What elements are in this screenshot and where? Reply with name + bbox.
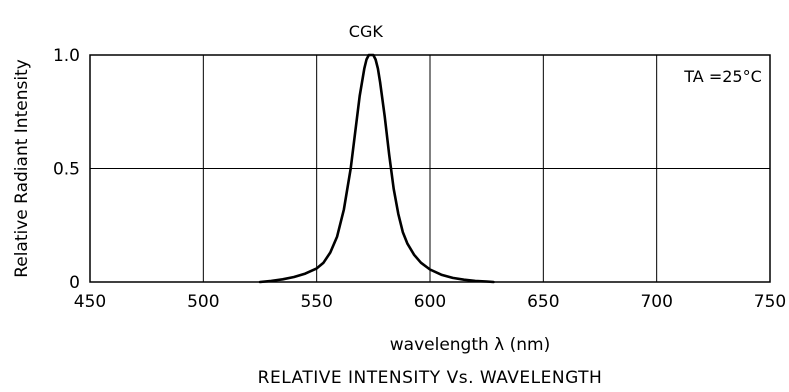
- x-tick-labels: 450 500 550 600 650 700 750: [74, 292, 786, 312]
- x-tick-label: 500: [187, 292, 219, 312]
- y-tick-label: 0.5: [53, 160, 80, 180]
- series-line-cgk: [258, 53, 495, 284]
- x-tick-label: 750: [754, 292, 786, 312]
- y-tick-label: 1.0: [53, 46, 80, 66]
- series-label: CGK: [349, 22, 384, 41]
- grid: [90, 55, 770, 282]
- y-tick-labels: 0 0.5 1.0: [53, 46, 80, 293]
- x-tick-label: 700: [640, 292, 672, 312]
- x-tick-label: 650: [527, 292, 559, 312]
- chart-title: RELATIVE INTENSITY Vs. WAVELENGTH: [258, 368, 603, 388]
- plot-frame: [89, 54, 771, 283]
- x-axis-label: wavelength λ (nm): [390, 335, 551, 355]
- x-tick-label: 550: [300, 292, 332, 312]
- x-tick-label: 600: [414, 292, 446, 312]
- y-axis-label: Relative Radiant Intensity: [12, 59, 32, 278]
- temperature-annotation: TA =25°C: [683, 67, 762, 86]
- x-tick-label: 450: [74, 292, 106, 312]
- y-tick-label: 0: [69, 273, 80, 293]
